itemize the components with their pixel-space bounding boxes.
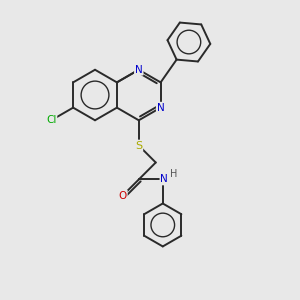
Text: N: N — [135, 65, 142, 75]
Text: H: H — [170, 169, 178, 178]
Text: Cl: Cl — [46, 115, 56, 125]
Text: N: N — [157, 103, 164, 112]
Text: O: O — [118, 190, 127, 201]
Text: S: S — [135, 140, 142, 151]
Text: N: N — [160, 175, 168, 184]
